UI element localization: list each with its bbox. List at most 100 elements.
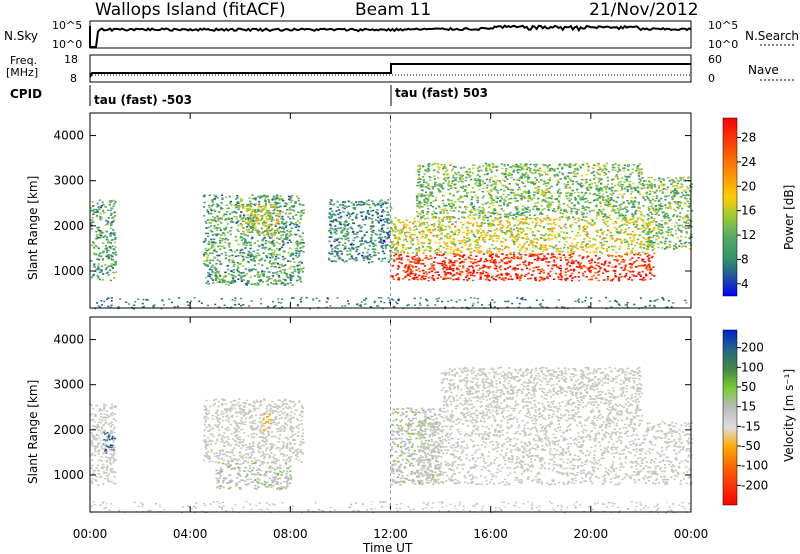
cell-4 xyxy=(478,267,482,270)
cell-6 xyxy=(429,202,433,204)
cell-5 xyxy=(479,225,482,227)
cell-6 xyxy=(488,206,491,208)
cell-6 xyxy=(575,213,578,215)
cell-1 xyxy=(231,254,234,257)
cell-1 xyxy=(271,218,274,221)
cell-4 xyxy=(479,275,482,278)
cell-6 xyxy=(481,196,484,199)
cell-6 xyxy=(449,209,452,212)
cell-1 xyxy=(296,224,299,226)
cell-1 xyxy=(297,229,300,232)
cell-3 xyxy=(357,246,360,248)
cell-1 xyxy=(288,239,291,242)
cell-4 xyxy=(453,274,456,276)
cell-5 xyxy=(545,219,548,222)
cell-5 xyxy=(438,217,441,219)
cell-5 xyxy=(429,232,433,234)
cell-3 xyxy=(344,245,347,248)
cell-5 xyxy=(394,230,397,233)
cell-3 xyxy=(337,213,340,216)
cell-6 xyxy=(565,192,568,194)
cell-6 xyxy=(509,166,512,168)
cell-4 xyxy=(627,278,630,281)
cell-4 xyxy=(644,253,647,255)
cell-6 xyxy=(458,205,461,208)
cell-4 xyxy=(479,274,482,276)
cell-0 xyxy=(114,201,117,203)
cell-4 xyxy=(391,276,394,278)
cell-1 xyxy=(279,248,282,250)
cell-6 xyxy=(539,174,542,176)
cell-4 xyxy=(594,254,597,257)
cell-4 xyxy=(533,254,536,257)
cell-1 xyxy=(301,271,305,273)
cell-4 xyxy=(527,272,530,275)
cell-4 xyxy=(443,277,446,279)
cell-4 xyxy=(415,259,418,262)
cell-6 xyxy=(561,167,564,170)
cell-6 xyxy=(611,194,614,196)
cell-6 xyxy=(420,202,423,204)
cell-6 xyxy=(635,189,638,192)
cell-6 xyxy=(597,173,600,175)
cell-6 xyxy=(532,205,535,208)
cell-0 xyxy=(100,271,103,273)
cell-6 xyxy=(525,163,528,165)
cell-3 xyxy=(360,200,363,203)
cell-4 xyxy=(441,267,445,270)
cell-5 xyxy=(565,227,568,229)
cell-4 xyxy=(599,266,602,269)
cell-6 xyxy=(501,172,504,175)
cell-3 xyxy=(379,241,382,243)
cell-6 xyxy=(498,204,501,207)
cell-6 xyxy=(484,162,488,165)
cell-5 xyxy=(577,217,580,220)
cell-1 xyxy=(298,250,301,253)
cell-0 xyxy=(97,263,100,265)
cell-5 xyxy=(395,247,398,250)
cell-6 xyxy=(515,216,518,218)
cell-5 xyxy=(599,235,602,238)
cell-5 xyxy=(417,220,420,223)
cell-6 xyxy=(419,183,422,186)
cell-6 xyxy=(558,171,561,174)
cell-1 xyxy=(249,254,252,257)
cell-5 xyxy=(454,245,457,248)
cell-3 xyxy=(367,248,370,251)
cell-6 xyxy=(618,193,622,196)
cell-5 xyxy=(605,249,608,252)
cell-5 xyxy=(498,248,502,250)
cell-3 xyxy=(338,244,341,246)
cell-6 xyxy=(540,169,543,172)
cell-5 xyxy=(518,243,521,246)
cell-4 xyxy=(413,278,416,280)
cell-4 xyxy=(559,265,562,267)
cell-4 xyxy=(568,275,572,278)
cell-6 xyxy=(488,178,491,181)
cell-4 xyxy=(594,261,597,264)
cell-1 xyxy=(241,248,244,251)
cell-5 xyxy=(574,246,577,249)
cell-5 xyxy=(517,246,520,248)
cell-4 xyxy=(557,276,560,278)
cell-1 xyxy=(267,198,270,200)
cell-3 xyxy=(333,240,336,243)
cell-5 xyxy=(651,246,654,249)
cell-1 xyxy=(209,247,212,250)
cell-6 xyxy=(564,177,567,180)
cell-6 xyxy=(559,178,562,180)
cell-6 xyxy=(606,204,609,206)
cell-6 xyxy=(635,209,638,212)
cell-4 xyxy=(443,266,446,268)
cell-4 xyxy=(589,269,592,272)
cell-6 xyxy=(605,173,608,175)
cell-4 xyxy=(472,269,475,272)
cell-5 xyxy=(448,237,451,239)
cell-5 xyxy=(565,216,568,219)
cell-4 xyxy=(468,265,471,268)
cell-6 xyxy=(465,186,468,188)
cell-6 xyxy=(568,206,571,209)
cell-0 xyxy=(111,267,114,269)
cell-6 xyxy=(566,164,569,166)
cell-4 xyxy=(643,264,646,266)
